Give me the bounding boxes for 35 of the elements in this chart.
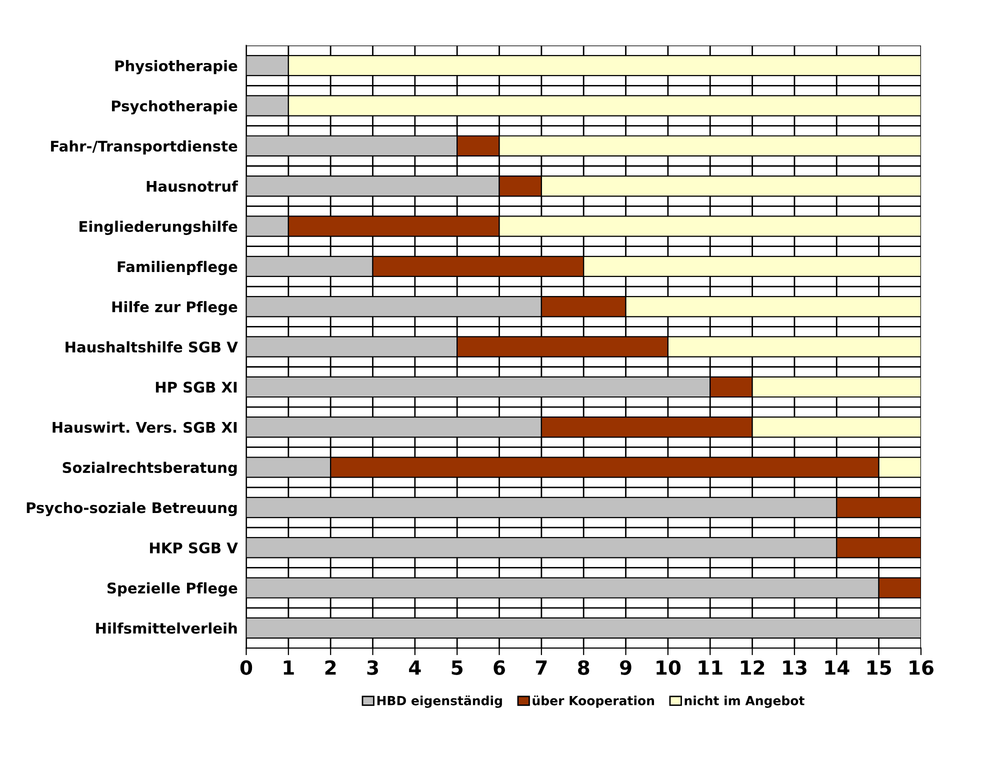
x-tick-label: 3 — [367, 660, 378, 675]
legend-label: HBD eigenständig — [377, 695, 502, 708]
y-tick-label: Haushaltshilfe SGB V — [66, 341, 238, 353]
x-tick-label: 10 — [656, 660, 681, 675]
y-tick-label: Sozialrechtsberatung — [62, 462, 237, 476]
x-tick-label: 4 — [409, 660, 421, 675]
x-tick-label: 0 — [240, 660, 252, 675]
x-tick-label: 1 — [284, 660, 294, 675]
x-tick-label: 13 — [783, 660, 806, 675]
y-tick-label: Hauswirt. Vers. SGB XI — [52, 422, 237, 433]
x-tick-label: 11 — [698, 660, 722, 675]
x-tick-label: 14 — [825, 660, 850, 675]
x-tick-label: 8 — [578, 660, 590, 675]
x-tick-label: 6 — [494, 660, 505, 675]
x-tick-label: 16 — [910, 660, 934, 675]
y-tick-label: Hausnotruf — [146, 180, 238, 192]
y-tick-label: Psycho-soziale Betreuung — [26, 502, 237, 516]
y-tick-label: HP SGB XI — [156, 382, 237, 393]
x-tick-label: 12 — [740, 660, 764, 675]
y-tick-label: HKP SGB V — [150, 542, 238, 554]
x-tick-label: 9 — [620, 660, 632, 675]
x-tick-label: 15 — [867, 660, 891, 675]
legend-label: nicht im Angebot — [684, 696, 804, 708]
x-tick-label: 5 — [452, 660, 463, 675]
x-tick-label: 7 — [536, 660, 547, 675]
y-tick-label: Fahr-/Transportdienste — [51, 140, 238, 154]
x-tick-label: 2 — [325, 660, 336, 675]
y-tick-label: Physiotherapie — [115, 60, 238, 74]
y-tick-label: Spezielle Pflege — [108, 582, 238, 597]
y-tick-label: Familienpflege — [118, 260, 238, 276]
y-tick-label: Hilfsmittelverleih — [96, 622, 237, 634]
y-tick-label: Hilfe zur Pflege — [112, 301, 238, 316]
y-tick-label: Eingliederungshilfe — [80, 220, 238, 235]
legend-label: über Kooperation — [532, 695, 654, 708]
y-tick-label: Psychotherapie — [112, 100, 238, 114]
